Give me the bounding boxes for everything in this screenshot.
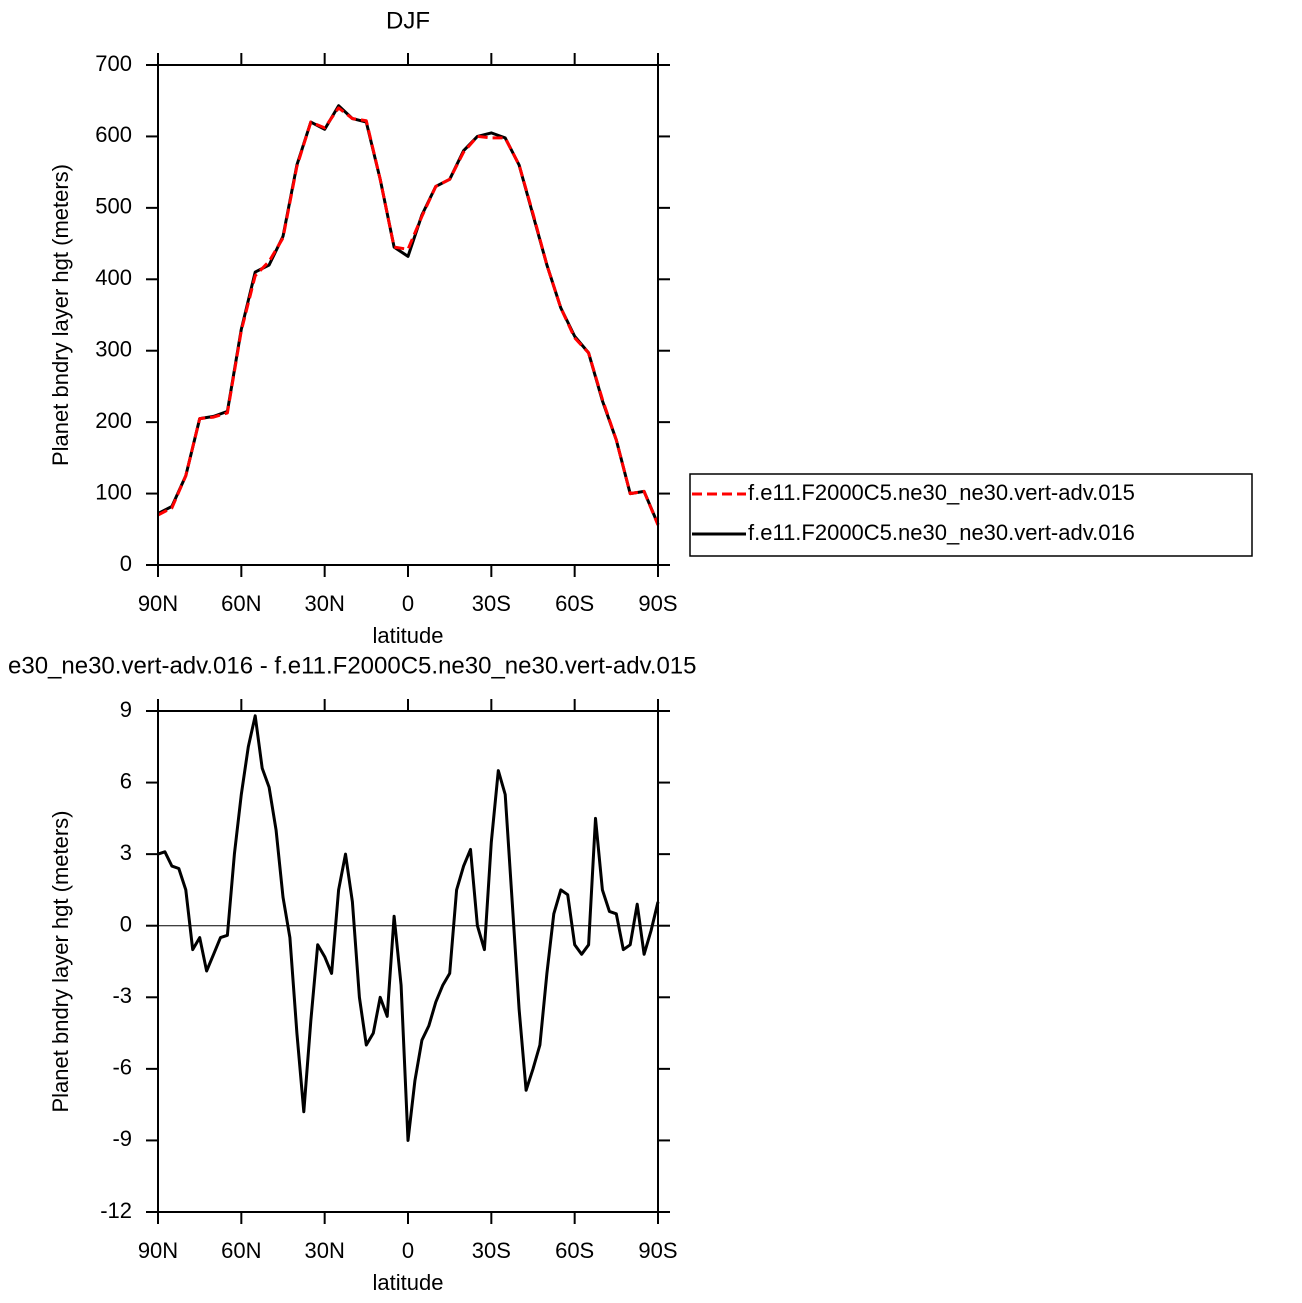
chart-title: DJF — [386, 7, 430, 34]
x-tick-label: 0 — [402, 1238, 414, 1263]
y-tick-label: 6 — [120, 768, 132, 793]
x-axis-label: latitude — [373, 623, 444, 648]
x-tick-label: 0 — [402, 591, 414, 616]
y-axis-label: Planet bndry layer hgt (meters) — [48, 164, 73, 466]
plot-frame — [157, 710, 659, 1213]
y-axis-label: Planet bndry layer hgt (meters) — [48, 810, 73, 1112]
y-tick-label: -9 — [112, 1126, 132, 1151]
line — [157, 106, 660, 526]
legend-label: f.e11.F2000C5.ne30_ne30.vert-adv.016 — [748, 520, 1135, 545]
x-tick-label: 90N — [138, 591, 178, 616]
y-tick-label: 600 — [95, 122, 132, 147]
x-tick-label: 30S — [472, 1238, 511, 1263]
y-tick-label: 500 — [95, 194, 132, 219]
y-tick-label: 700 — [95, 51, 132, 76]
y-tick-label: 9 — [120, 697, 132, 722]
y-tick-label: 0 — [120, 551, 132, 576]
x-tick-label: 60S — [555, 1238, 594, 1263]
x-tick-label: 30N — [304, 1238, 344, 1263]
y-tick-label: 200 — [95, 408, 132, 433]
y-tick-label: -3 — [112, 983, 132, 1008]
legend-box — [689, 473, 1253, 557]
line — [157, 104, 660, 525]
line — [157, 714, 660, 1142]
y-tick-label: -12 — [100, 1198, 132, 1223]
y-tick-label: 400 — [95, 265, 132, 290]
x-tick-label: 90S — [638, 1238, 677, 1263]
y-tick-label: 3 — [120, 840, 132, 865]
legend-label: f.e11.F2000C5.ne30_ne30.vert-adv.015 — [748, 480, 1135, 505]
y-tick-label: 300 — [95, 337, 132, 362]
chart-title: e30_ne30.vert-adv.016 - f.e11.F2000C5.ne… — [8, 652, 697, 679]
y-tick-label: 100 — [95, 479, 132, 504]
x-tick-label: 90S — [638, 591, 677, 616]
plot-frame — [157, 64, 659, 566]
x-tick-label: 60S — [555, 591, 594, 616]
x-tick-label: 60N — [221, 591, 261, 616]
x-tick-label: 30N — [304, 591, 344, 616]
x-tick-label: 60N — [221, 1238, 261, 1263]
x-axis-label: latitude — [373, 1270, 444, 1295]
y-tick-label: -6 — [112, 1055, 132, 1080]
x-tick-label: 90N — [138, 1238, 178, 1263]
y-tick-label: 0 — [120, 912, 132, 937]
x-tick-label: 30S — [472, 591, 511, 616]
